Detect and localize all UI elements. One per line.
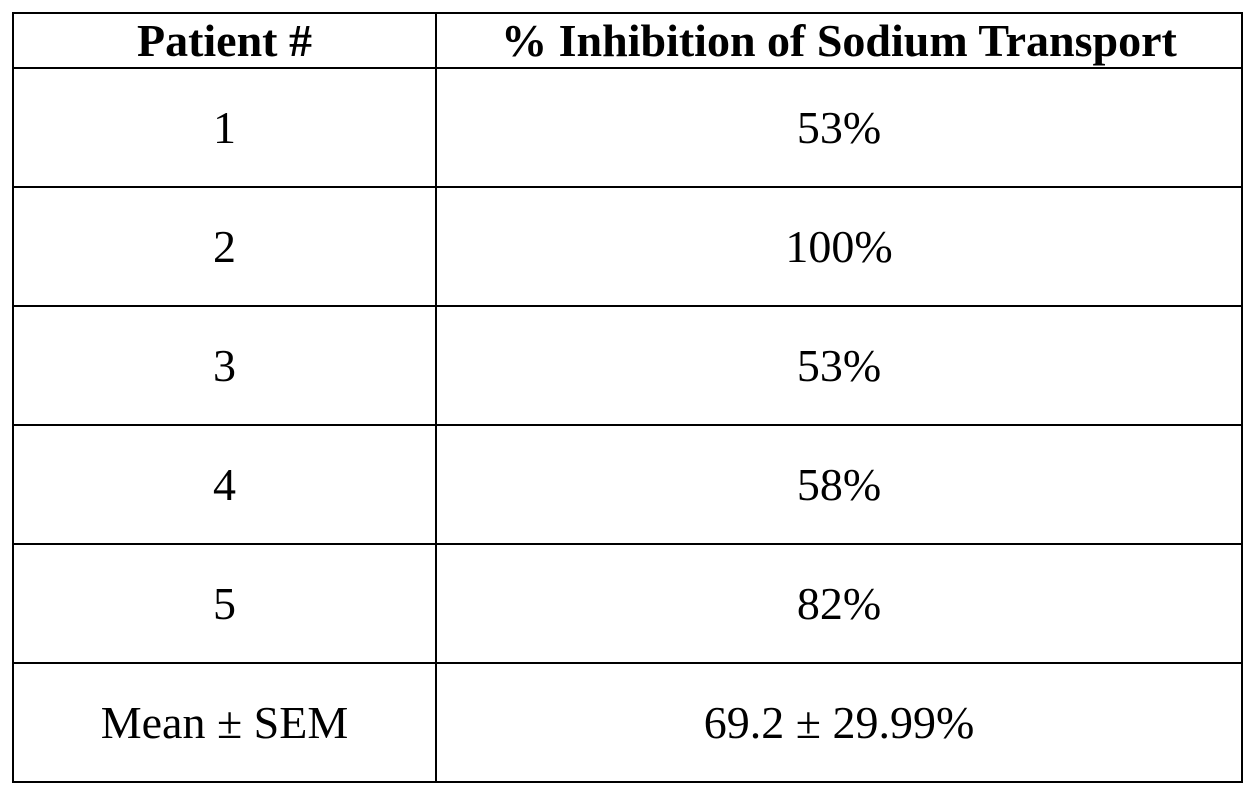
table-row: 582%	[13, 544, 1242, 663]
table-cell: 82%	[436, 544, 1242, 663]
table-cell: Mean ± SEM	[13, 663, 436, 782]
table-cell: 53%	[436, 68, 1242, 187]
table-cell: 4	[13, 425, 436, 544]
table-row: 458%	[13, 425, 1242, 544]
table-row: 353%	[13, 306, 1242, 425]
table-cell: 3	[13, 306, 436, 425]
table-cell: 5	[13, 544, 436, 663]
table-header: Patient #% Inhibition of Sodium Transpor…	[13, 13, 1242, 68]
table-cell: 69.2 ± 29.99%	[436, 663, 1242, 782]
table-cell: 2	[13, 187, 436, 306]
data-table: Patient #% Inhibition of Sodium Transpor…	[12, 12, 1243, 783]
header-cell: Patient #	[13, 13, 436, 68]
table-row: 2100%	[13, 187, 1242, 306]
header-row: Patient #% Inhibition of Sodium Transpor…	[13, 13, 1242, 68]
table-body: 153%2100%353%458%582%Mean ± SEM69.2 ± 29…	[13, 68, 1242, 782]
table-cell: 53%	[436, 306, 1242, 425]
table-cell: 100%	[436, 187, 1242, 306]
table-row: 153%	[13, 68, 1242, 187]
table-cell: 1	[13, 68, 436, 187]
header-cell: % Inhibition of Sodium Transport	[436, 13, 1242, 68]
table-cell: 58%	[436, 425, 1242, 544]
table-row: Mean ± SEM69.2 ± 29.99%	[13, 663, 1242, 782]
